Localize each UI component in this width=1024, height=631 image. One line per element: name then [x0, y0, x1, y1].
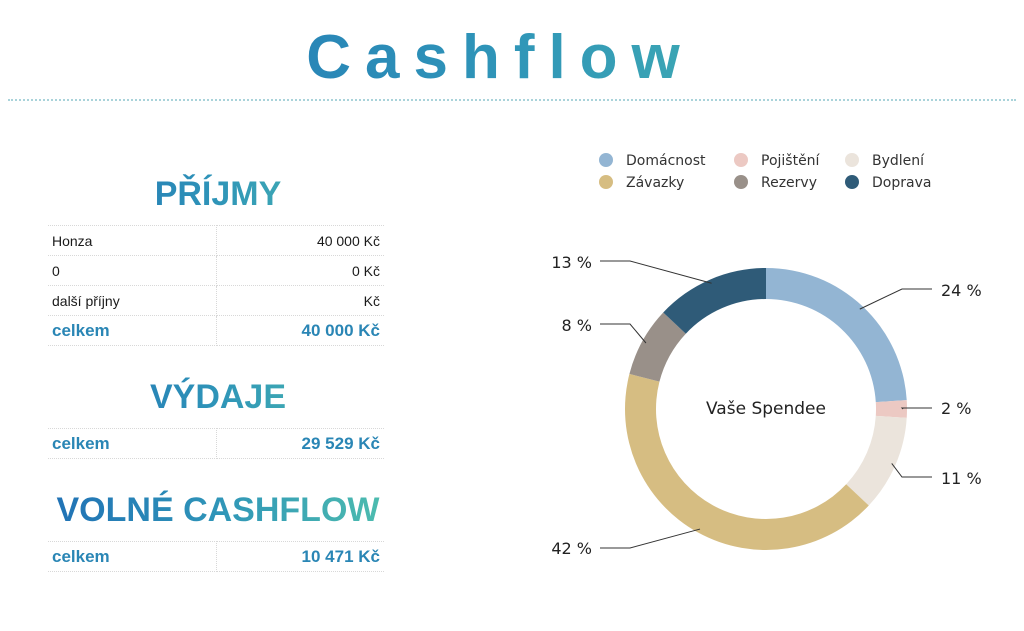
legend-swatch-rezervy: [734, 175, 748, 189]
leader-line-rezervy: [600, 323, 647, 344]
income-total-row: celkem 40 000 Kč: [48, 315, 384, 346]
legend-label-domacnost: Domácnost: [626, 153, 706, 169]
legend-label-zavazky: Závazky: [626, 175, 684, 191]
legend-label-doprava: Doprava: [872, 175, 931, 191]
percent-label-bydleni: 11 %: [941, 469, 982, 488]
percent-label-doprava: 13 %: [551, 253, 592, 272]
leader-line-domacnost: [859, 288, 932, 310]
expenses-table: celkem 29 529 Kč: [48, 428, 384, 459]
table-row: Honza 40 000 Kč: [48, 225, 384, 256]
leader-line-zavazky: [600, 528, 701, 549]
slice-rezervy: [629, 312, 686, 382]
percent-label-zavazky: 42 %: [551, 539, 592, 558]
expenses-total-label: celkem: [48, 428, 217, 459]
legend-swatch-bydleni: [845, 153, 859, 167]
income-table: Honza 40 000 Kč 0 0 Kč další příjny Kč c…: [48, 225, 384, 346]
slice-zavazky: [624, 373, 869, 551]
expenses-total-value: 29 529 Kč: [216, 428, 384, 459]
chart-percent-labels: 24 % 2 % 11 % 42 % 8 % 13 %: [551, 253, 981, 558]
legend-swatch-zavazky: [599, 175, 613, 189]
expenses-total-row: celkem 29 529 Kč: [48, 428, 384, 459]
chart-slices: [624, 268, 907, 551]
slice-pojisteni: [875, 400, 907, 418]
income-total-value: 40 000 Kč: [216, 315, 384, 346]
income-row-label: další příjny: [48, 285, 217, 316]
expenses-heading: VÝDAJE: [48, 377, 388, 417]
page-title: Cashflow: [0, 22, 1000, 94]
leader-line-pojisteni: [900, 407, 932, 410]
free-cashflow-total-label: celkem: [48, 541, 217, 572]
legend-label-pojisteni: Pojištění: [761, 153, 821, 169]
income-row-label: 0: [48, 255, 217, 286]
legend-label-rezervy: Rezervy: [761, 175, 817, 191]
title-divider: [8, 99, 1016, 101]
free-cashflow-table: celkem 10 471 Kč: [48, 541, 384, 572]
percent-label-domacnost: 24 %: [941, 281, 982, 300]
income-row-value: 40 000 Kč: [216, 225, 384, 256]
chart-leader-lines: [600, 260, 932, 549]
free-cashflow-total-value: 10 471 Kč: [216, 541, 384, 572]
income-row-label: Honza: [48, 225, 217, 256]
leader-line-bydleni: [891, 463, 932, 478]
percent-label-pojisteni: 2 %: [941, 399, 971, 418]
slice-bydleni: [846, 415, 907, 506]
chart-center-label: Vaše Spendee: [706, 399, 826, 419]
table-row: 0 0 Kč: [48, 255, 384, 286]
income-row-value: Kč: [216, 285, 384, 316]
percent-label-rezervy: 8 %: [562, 316, 592, 335]
free-cashflow-heading: VOLNÉ CASHFLOW: [40, 490, 396, 530]
free-cashflow-total-row: celkem 10 471 Kč: [48, 541, 384, 572]
legend-swatch-pojisteni: [734, 153, 748, 167]
leader-line-doprava: [600, 260, 712, 284]
legend-swatch-doprava: [845, 175, 859, 189]
slice-domacnost: [766, 268, 907, 403]
legend-label-bydleni: Bydlení: [872, 153, 925, 169]
legend-swatch-domacnost: [599, 153, 613, 167]
income-total-label: celkem: [48, 315, 217, 346]
table-row: další příjny Kč: [48, 285, 384, 316]
income-row-value: 0 Kč: [216, 255, 384, 286]
slice-doprava: [663, 268, 766, 334]
income-heading: PŘÍJMY: [48, 174, 388, 214]
chart-legend: Domácnost Pojištění Bydlení Závazky Rezervy D…: [599, 153, 931, 191]
